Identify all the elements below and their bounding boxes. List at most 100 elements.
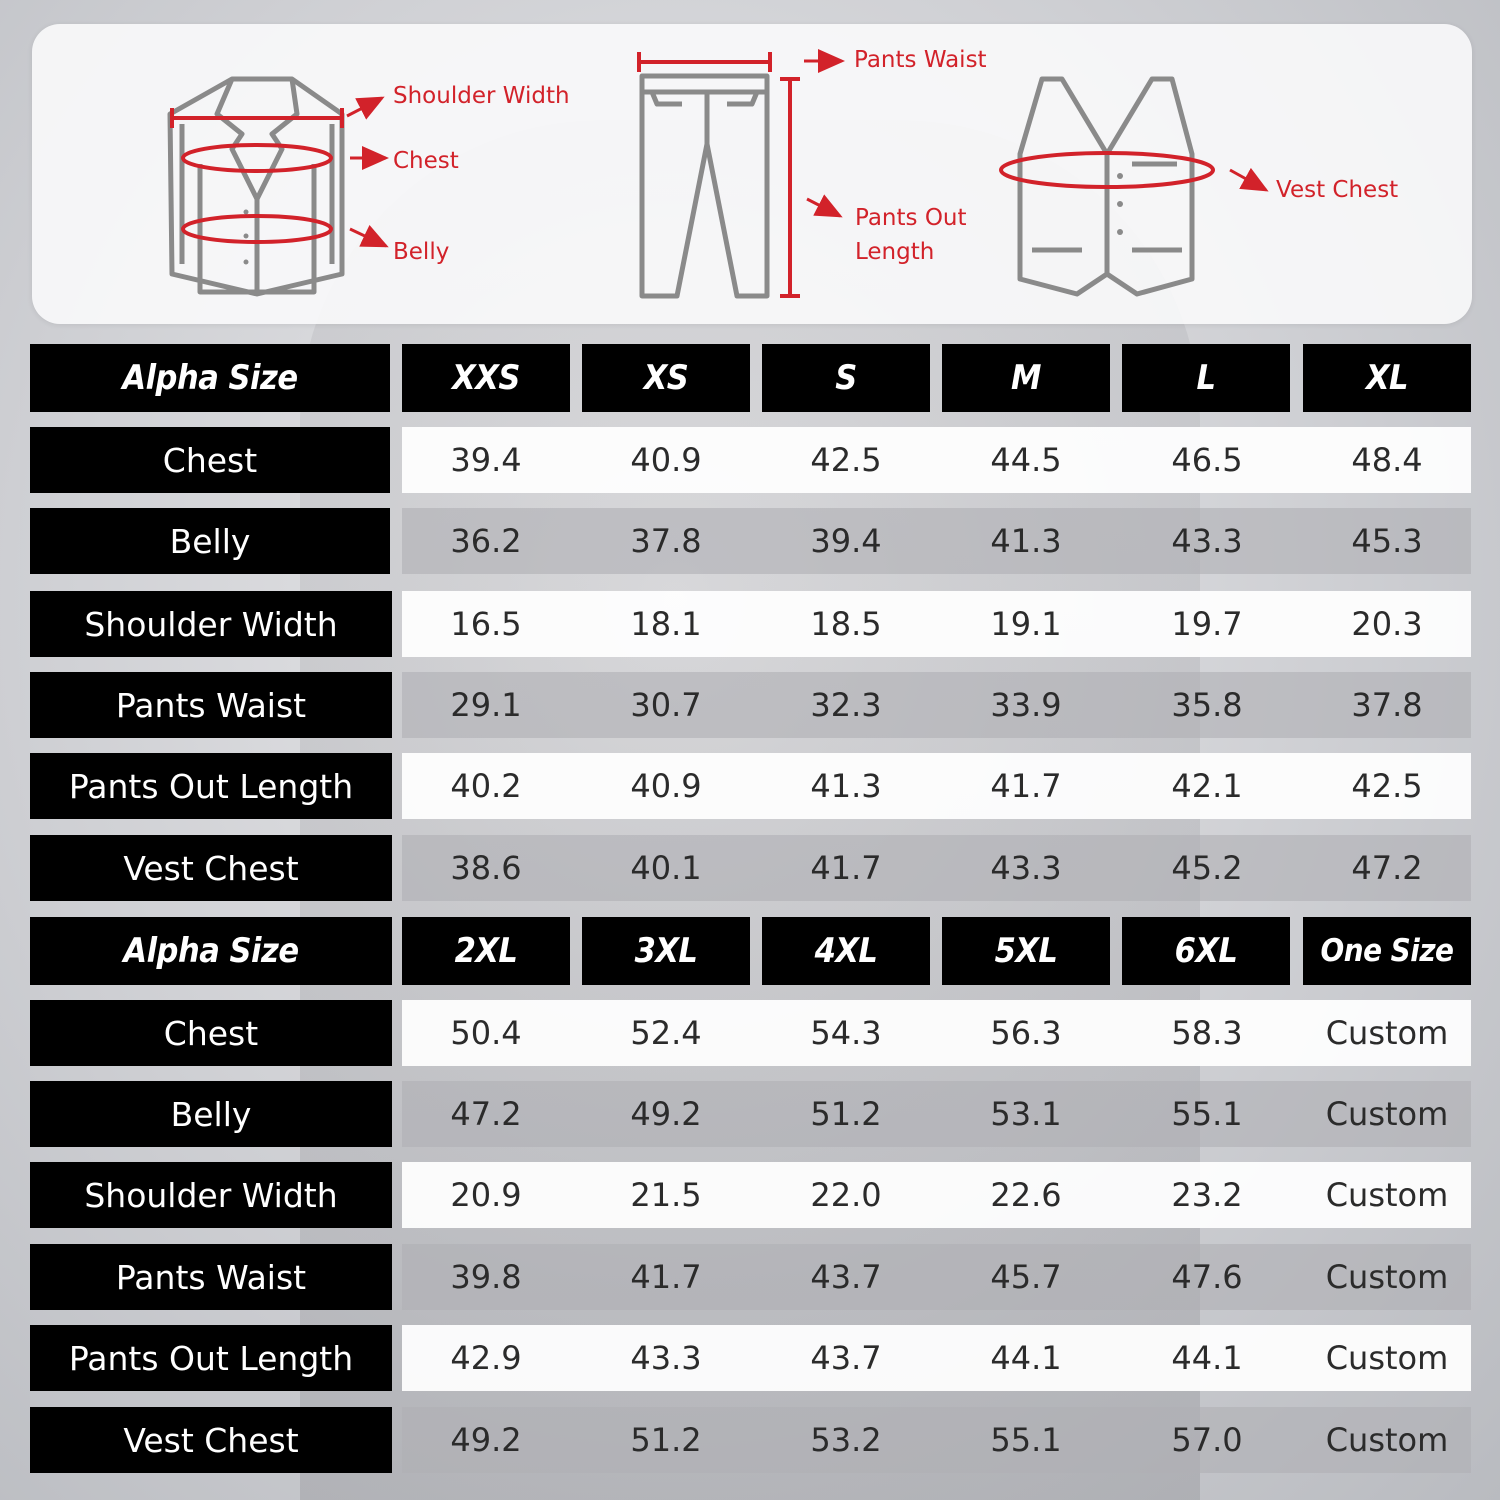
- table-cell: 18.5: [810, 605, 882, 643]
- table-cell: 52.4: [630, 1014, 702, 1052]
- table-cell: 51.2: [810, 1095, 882, 1133]
- table-row: [402, 1000, 1471, 1066]
- row-label-vest-chest: Vest Chest: [30, 1407, 392, 1473]
- label-belly: Belly: [393, 239, 450, 265]
- measurement-diagram: Shoulder Width Chest Belly Pants Waist P…: [32, 24, 1472, 324]
- label-pants-out-length-line2: Length: [855, 239, 935, 265]
- table-cell: 23.2: [1171, 1176, 1243, 1214]
- table-cell: 35.8: [1171, 686, 1243, 724]
- size-header-cell: XL: [1303, 344, 1471, 412]
- table-cell: Custom: [1325, 1176, 1449, 1214]
- table-cell: 40.9: [630, 441, 702, 479]
- table-cell: 21.5: [630, 1176, 702, 1214]
- table-cell: 40.9: [630, 767, 702, 805]
- table-cell: 48.4: [1351, 441, 1423, 479]
- row-label-chest: Chest: [30, 1000, 392, 1066]
- table-cell: Custom: [1325, 1258, 1449, 1296]
- table-row: [402, 1162, 1471, 1228]
- table-cell: 33.9: [990, 686, 1062, 724]
- label-pants-out-length-line1: Pants Out: [855, 205, 967, 231]
- row-label-shoulder-width: Shoulder Width: [30, 591, 392, 657]
- table-row: [402, 591, 1471, 657]
- pants-icon: [639, 73, 770, 299]
- table-cell: 40.2: [450, 767, 522, 805]
- table-row: [402, 1325, 1471, 1391]
- table-cell: 50.4: [450, 1014, 522, 1052]
- label-shoulder-width: Shoulder Width: [393, 83, 570, 109]
- table-cell: 41.7: [630, 1258, 702, 1296]
- size-header-cell: 4XL: [762, 917, 930, 985]
- table-cell: Custom: [1325, 1339, 1449, 1377]
- table-cell: 56.3: [990, 1014, 1062, 1052]
- table-cell: 53.1: [990, 1095, 1062, 1133]
- table-cell: 43.7: [810, 1339, 882, 1377]
- jacket-icon: [167, 76, 345, 297]
- table-cell: 37.8: [1351, 686, 1423, 724]
- size-header-cell: M: [942, 344, 1110, 412]
- table-row: [402, 835, 1471, 901]
- size-header-cell: L: [1122, 344, 1290, 412]
- row-label-belly: Belly: [30, 1081, 392, 1147]
- table-cell: 38.6: [450, 849, 522, 887]
- alpha-size-header: Alpha Size: [30, 917, 392, 985]
- table-cell: 44.1: [1171, 1339, 1243, 1377]
- table-cell: 47.6: [1171, 1258, 1243, 1296]
- row-label-shoulder-width: Shoulder Width: [30, 1162, 392, 1228]
- size-header-cell: 3XL: [582, 917, 750, 985]
- table-cell: 41.3: [990, 522, 1062, 560]
- label-vest-chest: Vest Chest: [1276, 177, 1399, 203]
- table-cell: 19.7: [1171, 605, 1243, 643]
- table-cell: 45.7: [990, 1258, 1062, 1296]
- size-header-cell: XS: [582, 344, 750, 412]
- table-cell: 22.6: [990, 1176, 1062, 1214]
- table-cell: 16.5: [450, 605, 522, 643]
- size-header-cell: XXS: [402, 344, 570, 412]
- size-header-cell: S: [762, 344, 930, 412]
- table-cell: 44.1: [990, 1339, 1062, 1377]
- label-pants-waist: Pants Waist: [854, 47, 987, 73]
- table-row: [402, 508, 1471, 574]
- table-cell: 19.1: [990, 605, 1062, 643]
- size-header-cell: 5XL: [942, 917, 1110, 985]
- table-cell: 43.3: [1171, 522, 1243, 560]
- table-cell: 18.1: [630, 605, 702, 643]
- alpha-size-header: Alpha Size: [30, 344, 390, 412]
- table-cell: 47.2: [1351, 849, 1423, 887]
- size-header-cell: One Size: [1303, 917, 1471, 985]
- table-cell: 32.3: [810, 686, 882, 724]
- table-cell: 41.7: [990, 767, 1062, 805]
- row-label-pants-waist: Pants Waist: [30, 672, 392, 738]
- table-cell: 57.0: [1171, 1421, 1243, 1459]
- table-cell: 58.3: [1171, 1014, 1243, 1052]
- table-row: [402, 753, 1471, 819]
- table-cell: 53.2: [810, 1421, 882, 1459]
- table-cell: 41.7: [810, 849, 882, 887]
- table-cell: 40.1: [630, 849, 702, 887]
- table-cell: 42.5: [1351, 767, 1423, 805]
- row-label-belly: Belly: [30, 508, 390, 574]
- table-cell: 54.3: [810, 1014, 882, 1052]
- table-cell: 42.5: [810, 441, 882, 479]
- row-label-chest: Chest: [30, 427, 390, 493]
- table-row: [402, 427, 1471, 493]
- table-cell: 45.3: [1351, 522, 1423, 560]
- table-cell: 42.9: [450, 1339, 522, 1377]
- table-cell: 22.0: [810, 1176, 882, 1214]
- table-cell: 20.9: [450, 1176, 522, 1214]
- table-cell: Custom: [1325, 1421, 1449, 1459]
- table-cell: 20.3: [1351, 605, 1423, 643]
- size-header-cell: 2XL: [402, 917, 570, 985]
- table-cell: 51.2: [630, 1421, 702, 1459]
- table-cell: 37.8: [630, 522, 702, 560]
- row-label-pants-out-length: Pants Out Length: [30, 753, 392, 819]
- table-cell: 46.5: [1171, 441, 1243, 479]
- row-label-pants-waist: Pants Waist: [30, 1244, 392, 1310]
- table-row: [402, 672, 1471, 738]
- table-cell: 45.2: [1171, 849, 1243, 887]
- table-cell: 39.4: [810, 522, 882, 560]
- table-cell: 44.5: [990, 441, 1062, 479]
- table-cell: 55.1: [990, 1421, 1062, 1459]
- table-cell: 43.3: [630, 1339, 702, 1377]
- table-cell: 49.2: [630, 1095, 702, 1133]
- size-header-cell: 6XL: [1122, 917, 1290, 985]
